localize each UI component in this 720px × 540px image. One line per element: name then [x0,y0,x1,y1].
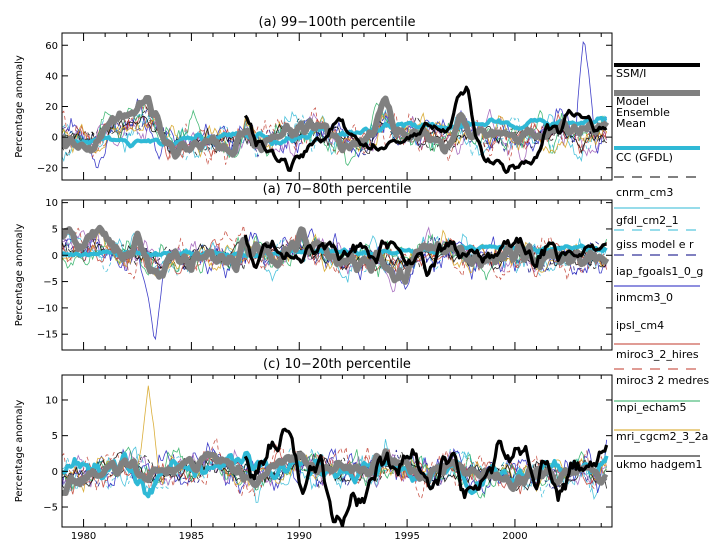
y-tick-label: 5 [52,431,58,442]
panel-3: (c) 10−20th percentile Percentage anomaly… [14,357,613,540]
plot-frame [61,32,613,181]
legend-item-gfdl-cm2-1: gfdl_cm2_1 [614,207,700,227]
y-tick-label: −15 [37,330,58,341]
legend-item-cc-gfdl: CC (GFDL) [614,146,700,164]
plot-area [62,385,609,527]
legend-label: SSM/I [616,67,646,80]
y-tick-label: 60 [45,41,58,52]
plot-frame [61,199,613,351]
legend-label-line: cnrm_cm3 [616,186,673,199]
y-tick-label: −5 [43,503,58,514]
series-model-ensemble-mean [62,95,610,160]
y-tick-label: −10 [37,303,58,314]
x-tick-label: 1980 [71,531,96,540]
x-tick-label: 1985 [179,531,204,540]
plot-area [62,224,610,341]
x-tick-label: 1995 [394,531,419,540]
legend-item-iap-fgoals1-0-g: iap_fgoals1_0_g [614,254,703,278]
legend-item-miroc3-2-hires: miroc3_2_hires [614,343,700,361]
panel-title: (c) 10−20th percentile [263,357,411,372]
y-tick-label: 10 [45,395,58,406]
legend-label: miroc3_2_hires [616,348,699,361]
series-miroc3-2-medres [62,436,607,500]
plot-frame [61,374,613,528]
legend-label: CC (GFDL) [616,151,673,164]
y-tick-label: 0 [52,133,58,144]
legend-label: gfdl_cm2_1 [616,214,679,227]
legend-label-line: SSM/I [616,67,646,80]
legend-label-line: ipsl_cm4 [616,319,664,332]
legend-label-line: mri_cgcm2_3_2a [616,430,708,443]
y-axis-label: Percentage anomaly [14,400,25,503]
y-tick-label: −20 [37,163,58,174]
x-tick-label: 1990 [287,531,312,540]
legend-label-line: mpi_echam5 [616,401,687,414]
y-tick-label: 5 [52,224,58,235]
legend-item-giss-model-e-r: giss model e r [614,229,700,251]
legend-item-ukmo-hadgem1: ukmo hadgem1 [614,455,702,471]
legend-item-ipsl-cm4: ipsl_cm4 [616,319,664,332]
series-ssmi [243,234,607,277]
panel-1: (a) 99−100th percentile Percentage anomal… [14,15,613,181]
legend-label: mpi_echam5 [616,401,687,414]
y-tick-label: 20 [45,102,58,113]
x-tick-label: 2000 [502,531,527,540]
legend-label: inmcm3_0 [616,291,673,304]
series-ssmi [243,427,609,527]
panel-title: (a) 99−100th percentile [259,15,416,30]
legend-label: miroc3 2 medres [616,374,709,387]
legend-item-model-ensemble-mean: Model Ensemble Mean [614,90,700,130]
legend-item-ssmi: SSM/I [614,63,700,80]
legend-label-line: CC (GFDL) [616,151,673,164]
legend-item-mri-cgcm2-3-2a: mri_cgcm2_3_2a [614,429,708,443]
legend-label: Model Ensemble Mean [616,95,670,130]
series-model-ensemble-mean [62,224,610,285]
series-model-ensemble-mean [62,448,609,496]
legend-label-line: ukmo hadgem1 [616,458,702,471]
legend-label-line: miroc3 2 medres [616,374,709,387]
y-axis-label: Percentage anomaly [14,224,25,327]
legend-label: iap_fgoals1_0_g [616,265,703,278]
legend-label-line: Model [616,95,649,108]
legend-item-mpi-echam5: mpi_echam5 [614,400,700,414]
y-tick-label: 0 [52,467,58,478]
y-tick-label: 0 [52,251,58,262]
legend-label: ipsl_cm4 [616,319,664,332]
legend-label-line: giss model e r [616,238,694,251]
panel-title: (a) 70−80th percentile [263,182,412,197]
y-tick-label: 10 [45,198,58,209]
legend-label: mri_cgcm2_3_2a [616,430,708,443]
legend-label-line: gfdl_cm2_1 [616,214,679,227]
legend-item-inmcm3-0: inmcm3_0 [614,285,700,304]
legend-label: ukmo hadgem1 [616,458,702,471]
legend-label-line: miroc3_2_hires [616,348,699,361]
legend: SSM/I Model Ensemble Mean CC (GFDL) cnrm_cm3g… [614,63,709,471]
legend-label: cnrm_cm3 [616,186,673,199]
panel-2: (a) 70−80th percentile Percentage anomaly… [14,182,613,351]
legend-item-cnrm-cm3: cnrm_cm3 [614,176,700,199]
y-axis-label: Percentage anomaly [14,55,25,158]
legend-label-line: iap_fgoals1_0_g [616,265,703,278]
legend-label: giss model e r [616,238,694,251]
plot-area [62,41,610,174]
y-tick-label: −5 [43,277,58,288]
y-tick-label: 40 [45,71,58,82]
legend-label-line: inmcm3_0 [616,291,673,304]
legend-label-line: Mean [616,117,646,130]
legend-item-miroc3-2-medres: miroc3 2 medres [614,368,709,387]
legend-label-line: Ensemble [616,106,670,119]
series-ssmi [243,85,608,174]
